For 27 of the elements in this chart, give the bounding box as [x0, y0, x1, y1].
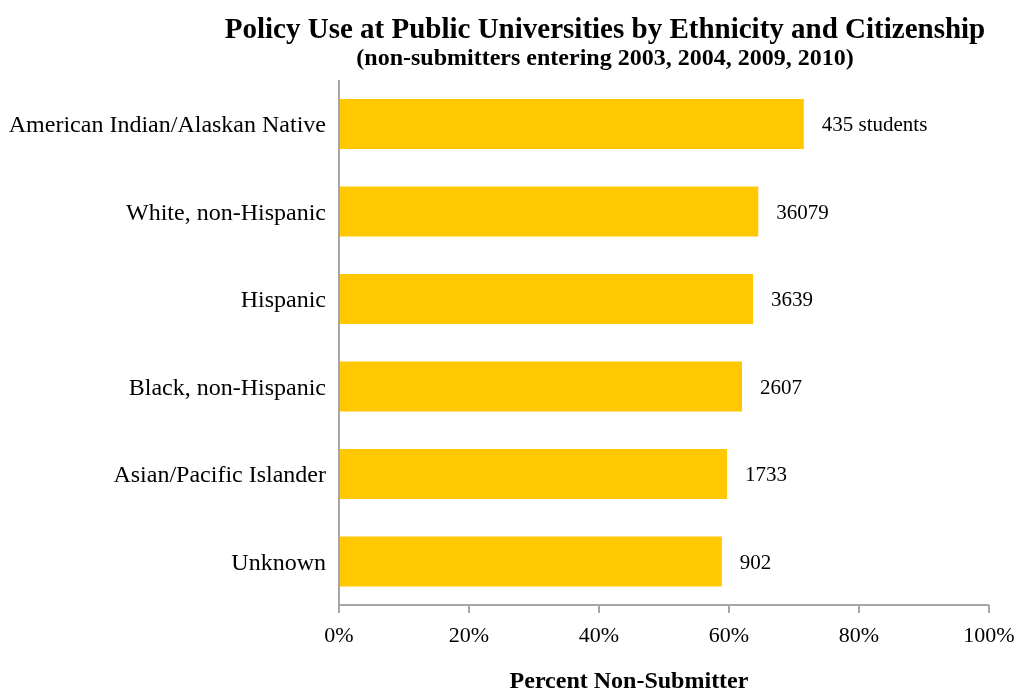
annotation: 36079 — [776, 199, 829, 224]
bar — [339, 273, 754, 324]
y-tick-label: Asian/Pacific Islander — [113, 461, 326, 488]
annotation: 902 — [739, 549, 772, 574]
bar — [339, 186, 759, 237]
x-tick-label: 100% — [963, 621, 1015, 647]
chart-title: Policy Use at Public Universities by Ethnicity and Citizenship — [224, 11, 986, 45]
bar — [339, 536, 722, 587]
annotation: 3639 — [771, 287, 814, 312]
bar — [339, 98, 804, 149]
y-tick-label: Hispanic — [240, 286, 326, 313]
y-tick-label: White, non-Hispanic — [126, 198, 326, 225]
y-tick-label: Unknown — [231, 548, 326, 575]
annotation: 435 students — [821, 112, 928, 137]
x-axis-title: Percent Non-Submitter — [509, 667, 749, 693]
y-tick-label: Black, non-Hispanic — [128, 373, 326, 400]
x-tick-label: 20% — [448, 621, 490, 647]
bar — [339, 361, 742, 412]
x-tick-label: 40% — [578, 621, 620, 647]
x-tick-label: 0% — [324, 621, 354, 647]
bar — [339, 448, 728, 499]
x-tick-label: 80% — [838, 621, 880, 647]
annotation: 1733 — [745, 462, 788, 487]
x-tick-label: 60% — [708, 621, 750, 647]
chart-subtitle: (non-submitters entering 2003, 2004, 2009, 2010) — [356, 44, 854, 71]
annotation: 2607 — [760, 374, 802, 399]
y-tick-label: American Indian/Alaskan Native — [8, 111, 326, 138]
